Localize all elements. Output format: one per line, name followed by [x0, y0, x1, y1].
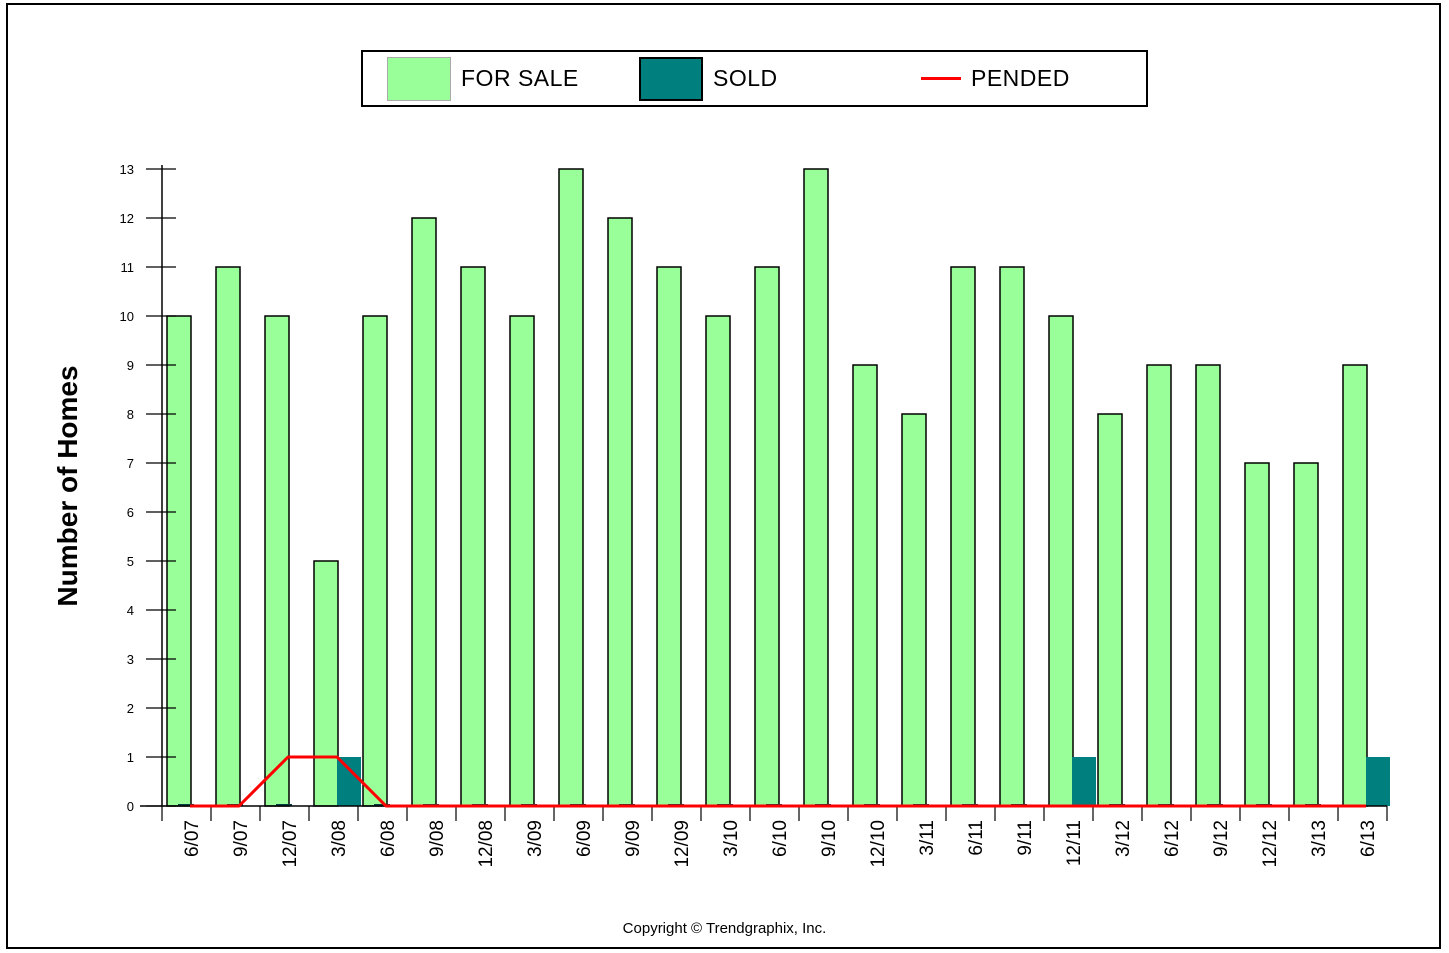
bar-for-sale	[509, 315, 535, 807]
y-tick-label: 1	[127, 750, 134, 765]
x-tick-label: 3/09	[525, 820, 546, 857]
legend-item-for-sale: FOR SALE	[387, 52, 579, 105]
y-tick-label: 12	[120, 211, 134, 226]
bar-for-sale	[1146, 364, 1172, 807]
bar-for-sale	[362, 315, 388, 807]
x-tick-label: 6/13	[1358, 820, 1379, 857]
bar-for-sale	[901, 413, 927, 807]
x-tick-label: 9/07	[231, 820, 252, 857]
x-tick-label: 6/09	[574, 820, 595, 857]
x-tick-label: 12/11	[1064, 820, 1085, 866]
x-tick-label: 6/07	[182, 820, 203, 857]
legend-item-sold: SOLD	[639, 52, 778, 105]
bar-for-sale	[852, 364, 878, 807]
bar-for-sale	[803, 168, 829, 807]
y-tick-label: 4	[127, 603, 134, 618]
bar-sold	[276, 804, 292, 806]
x-tick-label: 3/13	[1309, 820, 1330, 857]
legend-label-sold: SOLD	[713, 65, 778, 91]
bar-for-sale	[264, 315, 290, 807]
legend-item-pended: PENDED	[921, 52, 1070, 105]
legend-swatch-sold	[639, 56, 703, 101]
bar-for-sale	[1293, 462, 1319, 807]
pended-line	[190, 755, 1366, 808]
copyright-text: Copyright © Trendgraphix, Inc.	[622, 920, 827, 937]
bar-sold	[337, 757, 361, 806]
bar-for-sale	[950, 266, 976, 807]
x-tick-label: 12/07	[280, 820, 301, 868]
x-tick-label: 12/08	[476, 820, 497, 868]
bar-for-sale	[1342, 364, 1368, 807]
legend-swatch-pended	[921, 77, 961, 80]
bar-sold	[1072, 757, 1096, 806]
x-tick-label: 3/12	[1113, 820, 1134, 857]
bar-for-sale	[705, 315, 731, 807]
x-tick-label: 9/10	[819, 820, 840, 857]
y-tick-label: 13	[120, 162, 134, 177]
bar-for-sale	[460, 266, 486, 807]
y-tick-label: 2	[127, 701, 134, 716]
legend-label-for-sale: FOR SALE	[461, 65, 579, 91]
x-tick-label: 6/08	[378, 820, 399, 857]
x-tick-label: 9/08	[427, 820, 448, 857]
bar-for-sale	[1097, 413, 1123, 807]
bar-for-sale	[607, 217, 633, 807]
x-tick-label: 9/09	[623, 820, 644, 857]
bar-sold	[1366, 757, 1390, 806]
y-tick-label: 8	[127, 407, 134, 422]
x-tick-label: 3/10	[721, 820, 742, 857]
bar-for-sale	[1244, 462, 1270, 807]
bar-sold	[178, 804, 194, 806]
bar-for-sale	[313, 560, 339, 807]
y-tick-label: 10	[120, 309, 134, 324]
x-tick-label: 6/10	[770, 820, 791, 857]
legend-label-pended: PENDED	[971, 65, 1070, 91]
x-tick-label: 6/12	[1162, 820, 1183, 857]
x-tick-label: 9/11	[1015, 820, 1036, 856]
legend-swatch-for-sale	[387, 56, 451, 101]
x-tick-label: 6/11	[966, 820, 987, 856]
bar-for-sale	[411, 217, 437, 807]
bar-for-sale	[215, 266, 241, 807]
y-tick-label: 11	[121, 260, 135, 275]
bar-for-sale	[656, 266, 682, 807]
x-tick-label: 3/11	[917, 820, 938, 856]
y-tick-label: 5	[127, 554, 134, 569]
bar-for-sale	[1048, 315, 1074, 807]
y-tick-label: 6	[127, 505, 134, 520]
x-tick-label: 9/12	[1211, 820, 1232, 857]
bar-for-sale	[754, 266, 780, 807]
bar-sold	[374, 804, 390, 806]
x-tick-label: 12/10	[868, 820, 889, 868]
x-tick-label: 12/12	[1260, 820, 1281, 868]
y-tick-label: 7	[127, 456, 134, 471]
bar-for-sale	[1195, 364, 1221, 807]
y-tick-label: 9	[127, 358, 134, 373]
y-tick-label: 3	[127, 652, 134, 667]
x-tick-label: 12/09	[672, 820, 693, 868]
x-tick-label: 3/08	[329, 820, 350, 857]
bar-for-sale	[558, 168, 584, 807]
bar-for-sale	[999, 266, 1025, 807]
legend: FOR SALE SOLD PENDED	[361, 50, 1148, 107]
y-tick-label: 0	[127, 799, 134, 814]
